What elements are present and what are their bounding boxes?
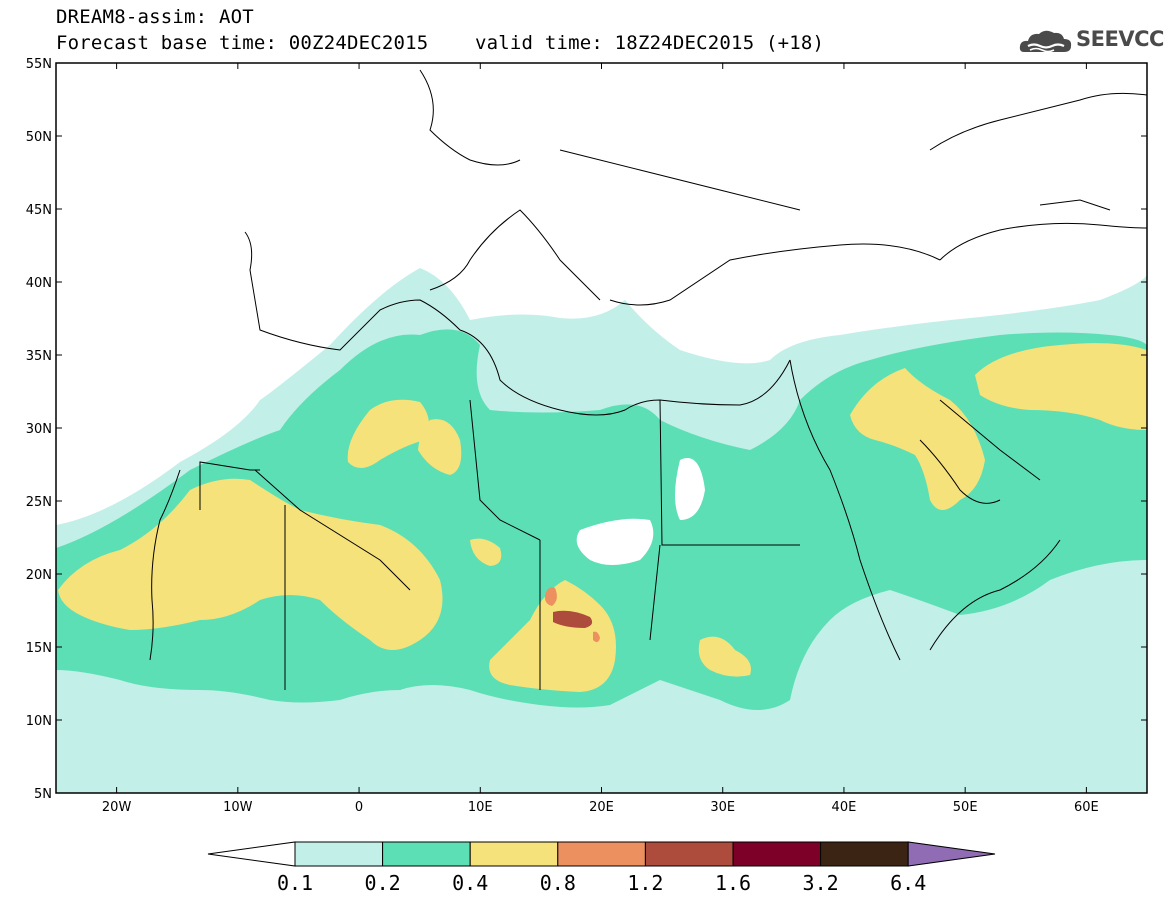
aot-band-0.4-chad [489, 580, 616, 692]
y-tick-label: 40N [26, 276, 52, 291]
title-line-1: DREAM8-assim: AOT [56, 6, 254, 28]
colorbar-box [732, 841, 822, 867]
aot-clear-egypt [576, 518, 654, 565]
axis-ticks: 20W 10W 0 10E 20E 30E 40E 50E 60E 5N 10N 15N 20N 25N 3… [26, 57, 1147, 815]
y-tick-label: 50N [26, 130, 52, 145]
x-tick-label: 30E [710, 800, 735, 815]
y-tick-label: 30N [26, 422, 52, 437]
cloud-icon [1019, 30, 1072, 53]
x-tick-label: 40E [832, 800, 857, 815]
aot-band-0.4-iraq [850, 368, 985, 510]
aot-band-0.4-sudan [698, 636, 751, 677]
aot-band-0.8-b [593, 631, 600, 643]
colorbar-label: 1.6 [715, 871, 751, 895]
title-line-2: Forecast base time: 00Z24DEC2015 valid t… [56, 32, 825, 54]
colorbar-label: 0.1 [277, 871, 313, 895]
colorbar-label: 3.2 [803, 871, 839, 895]
y-tick-label: 5N [34, 787, 52, 802]
y-tick-label: 55N [26, 57, 52, 72]
aot-band-0.4-algeria [347, 399, 429, 469]
x-tick-label: 10W [223, 800, 253, 815]
logo-text: SEEVCCC [1076, 27, 1165, 51]
aot-clear-egypt-b [675, 458, 705, 520]
colorbar-box [382, 841, 471, 867]
y-tick-label: 20N [26, 568, 52, 583]
colorbar-low-arrow [207, 841, 296, 867]
colorbar-box [294, 841, 384, 867]
aot-band-1.2 [553, 610, 593, 628]
aot-band-0.4-west [58, 478, 443, 650]
colorbar-boxes [207, 841, 996, 867]
colorbar-label: 6.4 [890, 871, 926, 895]
colorbar-box [644, 841, 734, 867]
y-tick-label: 35N [26, 349, 52, 364]
y-tick-label: 25N [26, 495, 52, 510]
aot-band-0.4-libya [418, 419, 462, 475]
x-tick-label: 60E [1074, 800, 1099, 815]
x-tick-label: 10E [468, 800, 493, 815]
coastlines [149, 69, 1147, 690]
colorbar-box [469, 841, 559, 867]
aot-field [56, 268, 1147, 793]
colorbar-label: 0.4 [452, 871, 488, 895]
colorbar-box [820, 841, 909, 867]
y-tick-label: 45N [26, 203, 52, 218]
colorbar-labels: 0.1 0.2 0.4 0.8 1.2 1.6 3.2 6.4 [277, 871, 926, 895]
aot-band-0.4-iran [975, 343, 1147, 430]
colorbar-box [557, 841, 646, 867]
x-tick-label: 0 [355, 800, 363, 815]
colorbar-label: 1.2 [627, 871, 663, 895]
x-tick-label: 50E [953, 800, 978, 815]
aot-band-0.8 [544, 587, 557, 606]
y-tick-label: 15N [26, 641, 52, 656]
x-tick-label: 20E [589, 800, 614, 815]
y-tick-label: 10N [26, 714, 52, 729]
colorbar-label: 0.2 [365, 871, 401, 895]
colorbar-high-arrow [907, 841, 996, 867]
aot-band-0.4-niger [470, 538, 502, 566]
x-tick-label: 20W [102, 800, 132, 815]
colorbar-label: 0.8 [540, 871, 576, 895]
